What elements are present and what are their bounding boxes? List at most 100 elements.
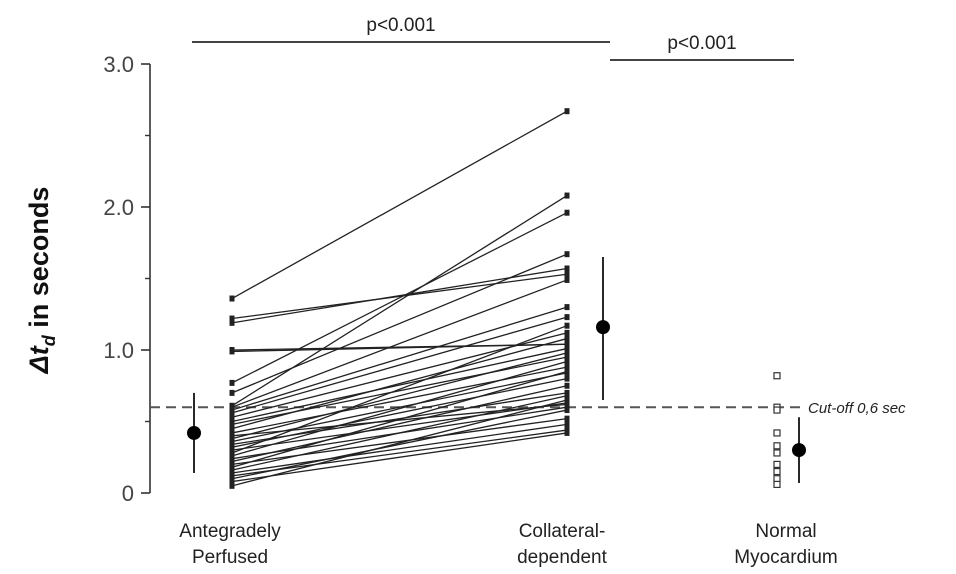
sig-label-0: p<0.001 (366, 15, 435, 36)
mean-sd-markers (187, 257, 806, 483)
paired-line-5 (231, 212, 568, 384)
y-axis-label: Δtd in seconds (24, 187, 59, 375)
ante-point-5 (229, 379, 235, 386)
coll-point-29 (564, 421, 570, 428)
ante-point-32 (229, 478, 235, 485)
paired-line-14 (231, 337, 568, 430)
paired-line-0 (231, 110, 568, 300)
paired-line-23 (231, 360, 568, 457)
coll-point-4 (564, 341, 570, 348)
coll-point-33 (564, 397, 570, 404)
cutoff-label: Cut-off 0,6 sec (808, 400, 906, 417)
coll-point-1 (564, 271, 570, 278)
category-label-ante-0: Antegradely (179, 521, 281, 542)
paired-line-32 (231, 432, 568, 483)
y-axis-label-suffix: in seconds (24, 187, 54, 336)
normal-point-6 (773, 460, 781, 468)
paired-line-10 (231, 316, 568, 414)
coll-point-13 (564, 354, 570, 361)
significance-bars: p<0.001 p<0.001 (192, 15, 794, 61)
coll-point-7 (564, 192, 570, 199)
paired-lines (231, 110, 568, 487)
paired-line-31 (231, 409, 568, 480)
coll-point-31 (564, 407, 570, 414)
paired-line-1 (231, 273, 568, 320)
paired-line-20 (231, 377, 568, 448)
paired-line-9 (231, 306, 568, 411)
coll-point-5 (564, 209, 570, 216)
paired-line-30 (231, 429, 568, 477)
paired-line-26 (231, 417, 568, 466)
paired-line-2 (231, 267, 568, 324)
coll-point-12 (564, 345, 570, 352)
ante-point-0 (229, 295, 235, 302)
y-tick-label-3: 3.0 (103, 52, 134, 77)
coll-point-23 (564, 358, 570, 365)
y-axis-label-subscript: d (39, 334, 59, 346)
coll-point-8 (564, 276, 570, 283)
ante-point-6 (229, 389, 235, 396)
paired-line-8 (231, 279, 568, 408)
ante-point-11 (229, 414, 235, 421)
ante-point-1 (229, 315, 235, 322)
ante-point-4 (229, 348, 235, 355)
normal-point-4 (773, 442, 781, 450)
y-tick-label-1: 1.0 (103, 338, 134, 363)
y-axis-label-prefix: Δt (24, 345, 54, 374)
paired-line-7 (231, 195, 568, 407)
normal-point-5 (773, 449, 781, 457)
normal-point-8 (773, 475, 781, 483)
ante-point-33 (229, 482, 235, 489)
y-axis: 0 1.0 2.0 3.0 (103, 52, 151, 506)
paired-line-28 (231, 395, 568, 471)
coll-point-0 (564, 108, 570, 115)
paired-line-21 (231, 402, 568, 451)
coll-point-27 (564, 368, 570, 375)
ante-point-14 (229, 425, 235, 432)
normal-point-2 (773, 406, 781, 414)
category-label-norm-0: Normal (755, 521, 816, 542)
coll-point-20 (564, 375, 570, 382)
paired-line-4 (231, 343, 568, 353)
paired-line-27 (231, 370, 568, 468)
coll-point-26 (564, 415, 570, 422)
category-label-coll-1: dependent (517, 547, 608, 568)
paired-line-12 (231, 347, 568, 423)
paired-line-18 (231, 372, 568, 443)
coll-point-10 (564, 314, 570, 321)
coll-point-17 (564, 349, 570, 356)
coll-point-11 (564, 329, 570, 336)
y-tick-label-0: 0 (122, 481, 134, 506)
mean-dot-norm (792, 443, 806, 458)
paired-line-33 (231, 399, 568, 487)
paired-line-17 (231, 352, 568, 440)
coll-point-28 (564, 392, 570, 399)
coll-point-22 (564, 322, 570, 329)
coll-point-6 (564, 251, 570, 258)
paired-line-29 (231, 423, 568, 474)
paired-line-15 (231, 366, 568, 434)
coll-point-15 (564, 364, 570, 371)
normal-point-9 (773, 480, 781, 489)
paired-line-25 (231, 385, 568, 463)
normal-point-3 (773, 429, 781, 437)
normal-point-0 (773, 372, 781, 380)
category-labels: Antegradely Perfused Collateral-dependent N… (179, 521, 837, 568)
sig-label-1: p<0.001 (667, 33, 736, 54)
markers (229, 108, 781, 489)
category-label-ante-1: Perfused (192, 547, 268, 568)
ante-point-13 (229, 421, 235, 428)
category-label-coll-0: Collateral- (519, 521, 606, 542)
ante-point-2 (229, 319, 235, 326)
mean-dot-ante (187, 425, 201, 440)
paired-line-22 (231, 325, 568, 454)
coll-point-32 (564, 429, 570, 436)
mean-dot-coll (596, 320, 610, 335)
normal-point-7 (773, 467, 781, 476)
category-label-norm-1: Myocardium (734, 547, 837, 568)
paired-line-6 (231, 253, 568, 394)
coll-point-25 (564, 382, 570, 389)
coll-point-14 (564, 335, 570, 342)
ante-point-10 (229, 409, 235, 416)
